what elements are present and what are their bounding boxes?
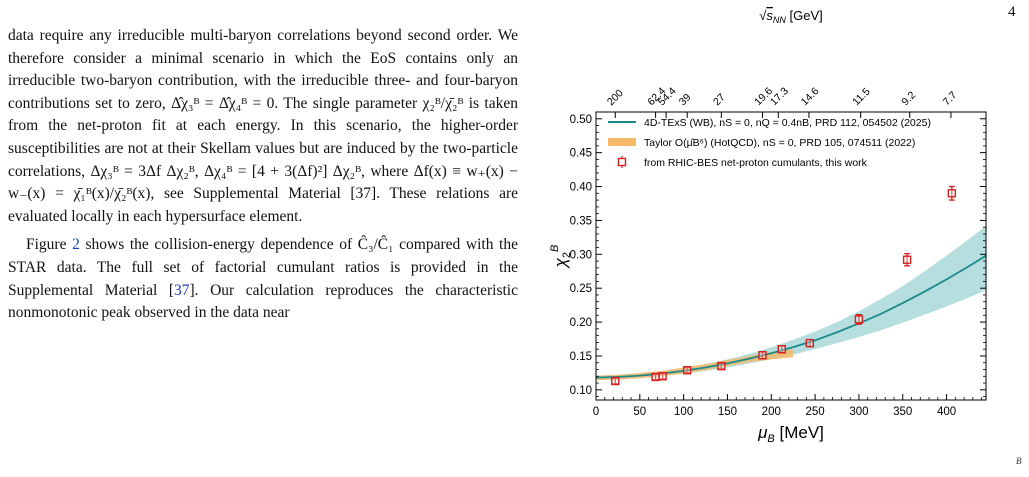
citation-link[interactable]: 37: [174, 281, 190, 299]
x-tick-label: 0: [593, 406, 599, 418]
paragraph-2: Figure 2 shows the collision-energy depe…: [8, 234, 518, 324]
data-point-marker: [682, 365, 692, 375]
corner-mark: B: [1016, 456, 1022, 466]
plot-frame: [595, 111, 987, 401]
x-tick-label: 350: [893, 406, 912, 418]
y-tick-label: 0.50: [570, 114, 592, 126]
y-tick-label: 0.30: [570, 249, 592, 261]
y-tick-label: 0.25: [570, 283, 592, 295]
top-tick-label: 27: [711, 91, 728, 108]
legend-label-data: from RHIC-BES net-proton cumulants, this…: [644, 157, 868, 169]
data-point-marker: [805, 338, 815, 348]
data-point-marker: [854, 315, 864, 324]
data-point-marker: [651, 372, 660, 382]
paragraph-2-end: ]. Our calculation reproduces the charac…: [8, 281, 518, 322]
legend-band-swatch: [608, 138, 636, 146]
body-text-column: data require any irreducible multi-baryo…: [8, 25, 518, 325]
data-point-marker: [777, 344, 786, 354]
chi2b-chart: 0 50 100 150 200 250 300 350 400 0.10 0.15 0.20 0.25…: [549, 8, 987, 445]
hotqcd-band: [596, 349, 794, 381]
legend-label-wb: 4D-TExS (WB), nS = 0, nQ = 0.4nB, PRD 11…: [644, 117, 931, 129]
data-point-marker: [902, 255, 912, 264]
paragraph-2-start: Figure: [26, 236, 73, 254]
top-tick-label: 200: [605, 87, 626, 108]
x-tick-label: 400: [937, 406, 956, 418]
x-tick-label: 300: [849, 406, 868, 418]
data-point-marker: [611, 376, 620, 386]
top-tick-label: 7.7: [941, 89, 960, 108]
paragraph-1: data require any irreducible multi-baryo…: [8, 27, 518, 225]
top-tick-label: 14.6: [799, 85, 822, 108]
x-tick-label: 150: [718, 406, 737, 418]
top-tick-label: 17.3: [768, 85, 791, 108]
data-point-marker: [717, 361, 726, 371]
x-axis-label: μB [MeV]: [757, 423, 824, 445]
y-tick-label: 0.10: [570, 385, 592, 397]
x-tick-label: 50: [633, 406, 646, 418]
y-tick-label: 0.40: [570, 182, 592, 194]
y-tick-label: 0.20: [570, 317, 592, 329]
legend-marker-swatch: [617, 157, 627, 167]
y-tick-label: 0.35: [570, 215, 592, 227]
top-axis-label: √sNN [GeV]: [759, 8, 823, 25]
top-tick-label: 9.2: [899, 89, 918, 108]
paragraph-2-middle: shows the collision-energy dependence of…: [8, 236, 518, 299]
page-number: 4: [1008, 4, 1016, 20]
y-axis-label: χ2B: [549, 245, 573, 270]
x-tick-label: 200: [762, 406, 781, 418]
y-tick-label: 0.15: [570, 351, 592, 363]
x-tick-label: 250: [806, 406, 825, 418]
data-point-marker: [758, 351, 767, 360]
data-point-marker: [947, 189, 957, 198]
top-tick-label: 11.5: [850, 86, 872, 108]
data-point-marker: [658, 372, 667, 381]
x-tick-label: 100: [674, 406, 693, 418]
wb-uncertainty-band: [596, 225, 986, 380]
legend-label-hotqcd: Taylor O(μ̂B⁶) (HotQCD), nS = 0, PRD 105…: [644, 137, 915, 149]
y-tick-label: 0.45: [570, 148, 592, 160]
figure-link[interactable]: 2: [72, 236, 80, 254]
top-tick-label: 39: [677, 91, 694, 108]
